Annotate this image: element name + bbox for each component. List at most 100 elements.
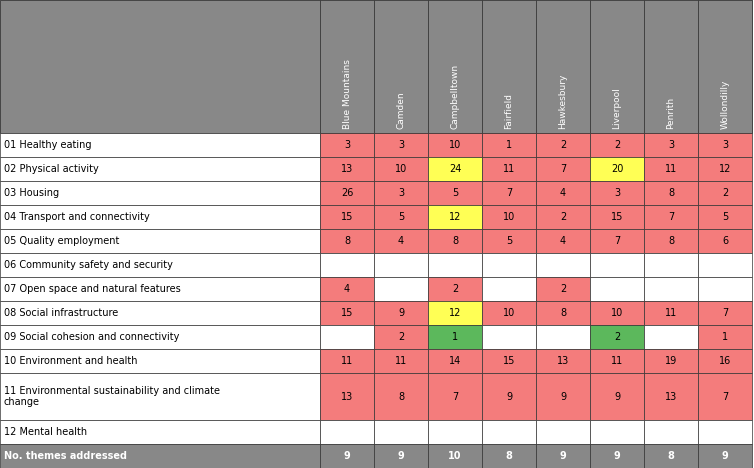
- Text: 10: 10: [449, 140, 461, 150]
- Text: 9: 9: [506, 392, 512, 402]
- Bar: [482, 349, 536, 373]
- Bar: [374, 420, 428, 444]
- Text: 3: 3: [668, 140, 674, 150]
- Text: 13: 13: [341, 392, 353, 402]
- Bar: [590, 325, 644, 349]
- Bar: [590, 420, 644, 444]
- Text: 8: 8: [398, 392, 404, 402]
- Bar: [644, 253, 698, 277]
- Text: 08 Social infrastructure: 08 Social infrastructure: [4, 308, 118, 318]
- Bar: [320, 444, 374, 468]
- Bar: [536, 205, 590, 229]
- Text: 9: 9: [614, 451, 621, 461]
- Text: 11 Environmental sustainability and climate
change: 11 Environmental sustainability and clim…: [4, 386, 220, 407]
- Bar: [320, 373, 374, 420]
- Text: 06 Community safety and security: 06 Community safety and security: [4, 260, 173, 270]
- Text: 5: 5: [722, 212, 728, 222]
- Text: 8: 8: [667, 451, 674, 461]
- Text: 5: 5: [452, 188, 458, 198]
- Bar: [536, 0, 590, 133]
- Bar: [644, 181, 698, 205]
- Bar: [374, 229, 428, 253]
- Bar: [374, 325, 428, 349]
- Text: 12: 12: [449, 212, 461, 222]
- Text: 2: 2: [560, 140, 566, 150]
- Text: Wollondilly: Wollondilly: [721, 80, 730, 129]
- Bar: [320, 181, 374, 205]
- Text: 8: 8: [344, 236, 350, 246]
- Text: 8: 8: [668, 188, 674, 198]
- Bar: [320, 349, 374, 373]
- Text: 6: 6: [722, 236, 728, 246]
- Bar: [590, 157, 644, 181]
- Text: 9: 9: [344, 451, 351, 461]
- Text: 9: 9: [397, 451, 404, 461]
- Bar: [536, 277, 590, 301]
- Bar: [428, 229, 482, 253]
- Bar: [0, 133, 320, 157]
- Bar: [536, 229, 590, 253]
- Text: 2: 2: [614, 140, 620, 150]
- Bar: [590, 133, 644, 157]
- Bar: [536, 301, 590, 325]
- Bar: [428, 277, 482, 301]
- Bar: [320, 420, 374, 444]
- Text: Campbelltown: Campbelltown: [450, 64, 459, 129]
- Bar: [482, 420, 536, 444]
- Bar: [590, 444, 644, 468]
- Bar: [590, 181, 644, 205]
- Bar: [590, 0, 644, 133]
- Bar: [644, 157, 698, 181]
- Text: 7: 7: [560, 164, 566, 174]
- Bar: [428, 373, 482, 420]
- Text: 12: 12: [449, 308, 461, 318]
- Text: 15: 15: [611, 212, 624, 222]
- Bar: [482, 181, 536, 205]
- Text: 10: 10: [395, 164, 407, 174]
- Text: 8: 8: [506, 451, 513, 461]
- Text: 19: 19: [665, 356, 677, 366]
- Bar: [644, 444, 698, 468]
- Bar: [536, 325, 590, 349]
- Text: 10: 10: [503, 308, 515, 318]
- Text: 02 Physical activity: 02 Physical activity: [4, 164, 99, 174]
- Text: 13: 13: [341, 164, 353, 174]
- Bar: [0, 373, 320, 420]
- Bar: [482, 373, 536, 420]
- Text: 4: 4: [560, 236, 566, 246]
- Bar: [374, 373, 428, 420]
- Bar: [698, 181, 752, 205]
- Bar: [320, 0, 374, 133]
- Text: 7: 7: [506, 188, 512, 198]
- Text: 05 Quality employment: 05 Quality employment: [4, 236, 119, 246]
- Text: 2: 2: [452, 284, 458, 294]
- Bar: [698, 444, 752, 468]
- Bar: [0, 253, 320, 277]
- Text: 4: 4: [560, 188, 566, 198]
- Text: 7: 7: [668, 212, 674, 222]
- Bar: [590, 205, 644, 229]
- Bar: [644, 0, 698, 133]
- Text: 8: 8: [452, 236, 458, 246]
- Bar: [428, 133, 482, 157]
- Text: Penrith: Penrith: [667, 97, 676, 129]
- Text: 1: 1: [452, 332, 458, 342]
- Bar: [482, 253, 536, 277]
- Bar: [0, 349, 320, 373]
- Text: Blue Mountains: Blue Mountains: [342, 59, 351, 129]
- Text: 01 Healthy eating: 01 Healthy eating: [4, 140, 91, 150]
- Bar: [698, 229, 752, 253]
- Bar: [374, 444, 428, 468]
- Bar: [0, 444, 320, 468]
- Bar: [374, 205, 428, 229]
- Text: Hawkesbury: Hawkesbury: [559, 73, 568, 129]
- Text: 10: 10: [448, 451, 461, 461]
- Bar: [0, 301, 320, 325]
- Text: 04 Transport and connectivity: 04 Transport and connectivity: [4, 212, 150, 222]
- Text: 11: 11: [395, 356, 407, 366]
- Bar: [0, 157, 320, 181]
- Bar: [590, 253, 644, 277]
- Bar: [374, 349, 428, 373]
- Text: 4: 4: [344, 284, 350, 294]
- Bar: [374, 133, 428, 157]
